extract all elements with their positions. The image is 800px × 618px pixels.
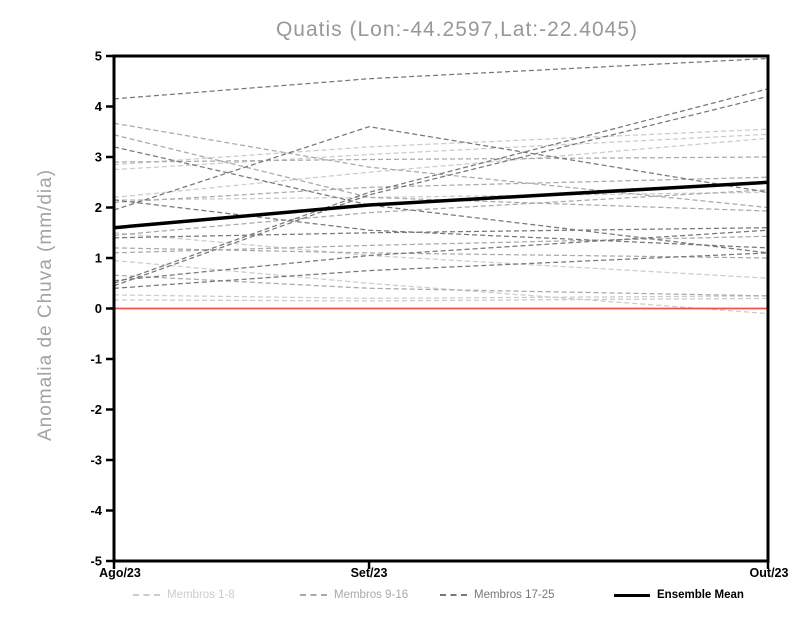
y-axis-label: Anomalia de Chuva (mm/dia)	[35, 168, 56, 442]
member-line	[113, 191, 769, 201]
member-line	[113, 57, 769, 100]
member-line	[113, 229, 769, 282]
legend: Membros 1-8 Membros 9-16 Membros 17-25 E…	[0, 587, 800, 605]
y-tick-label: -2	[90, 402, 102, 417]
y-tick-label: 0	[95, 301, 102, 316]
dashed-line-sample-light	[133, 594, 160, 596]
member-line	[113, 235, 769, 254]
ensemble-mean-line	[113, 180, 769, 230]
member-line	[113, 133, 769, 171]
member-line	[113, 297, 769, 302]
chart-title: Quatis (Lon:-44.2597,Lat:-22.4045)	[275, 18, 639, 41]
y-tick-label: -5	[90, 554, 102, 569]
legend-item-membros-17-25: Membros 17-25	[440, 587, 555, 603]
member-line	[113, 126, 769, 211]
x-tick-label-ago-23: Ago/23	[99, 566, 141, 580]
member-line	[113, 247, 769, 259]
legend-item-membros-1-8: Membros 1-8	[133, 587, 235, 603]
member-line	[113, 189, 769, 236]
member-line	[113, 128, 769, 166]
y-tick-label: 5	[95, 49, 102, 64]
legend-label: Membros 1-8	[167, 589, 235, 601]
y-tick-label: -4	[90, 503, 102, 518]
member-line	[113, 134, 769, 212]
member-line	[113, 227, 769, 239]
member-line	[113, 137, 769, 199]
legend-label: Membros 9-16	[334, 589, 409, 601]
dashed-line-sample-dark	[440, 594, 467, 596]
member-line	[113, 252, 769, 289]
member-line	[113, 199, 769, 249]
y-tick-label: 3	[95, 150, 102, 165]
member-line	[113, 259, 769, 315]
x-tick-label-set-23: Set/23	[350, 566, 388, 580]
y-tick-label: 2	[95, 200, 102, 215]
member-line	[113, 274, 769, 297]
y-tick-label: 4	[95, 99, 103, 114]
y-tick-label: -3	[90, 453, 102, 468]
member-line	[113, 88, 769, 284]
member-line	[113, 146, 769, 254]
member-line	[113, 156, 769, 163]
legend-label: Ensemble Mean	[657, 589, 744, 601]
legend-label: Membros 17-25	[474, 589, 555, 601]
member-line	[113, 95, 769, 287]
member-line	[113, 122, 769, 209]
dashed-line-sample-medium	[300, 594, 327, 596]
member-line	[113, 294, 769, 300]
y-tick-label: -1	[90, 352, 102, 367]
x-tick-label-out-23: Out/23	[749, 566, 789, 580]
member-line	[113, 176, 769, 204]
solid-line-sample-black	[614, 593, 650, 597]
y-tick-label: 1	[95, 251, 102, 266]
legend-item-ensemble-mean: Ensemble Mean	[614, 587, 744, 603]
legend-item-membros-9-16: Membros 9-16	[300, 587, 408, 603]
